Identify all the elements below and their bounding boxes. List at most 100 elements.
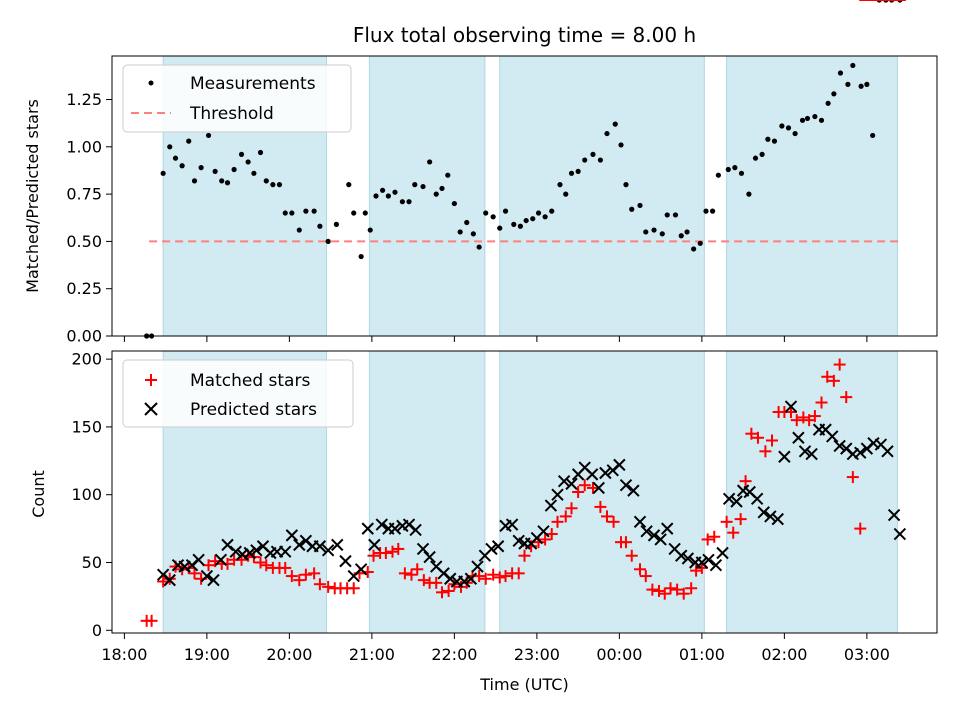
matched-point xyxy=(751,431,764,444)
measurement-point xyxy=(303,208,309,214)
measurement-point xyxy=(799,117,806,123)
matched-point xyxy=(436,586,448,599)
measurement-point xyxy=(771,138,778,144)
measurement-point xyxy=(351,210,357,216)
matched-point xyxy=(322,580,335,593)
matched-point xyxy=(308,567,321,580)
measurement-point xyxy=(257,149,264,156)
measurement-point xyxy=(191,178,198,184)
y-tick-label: 0.50 xyxy=(66,232,102,251)
y-tick-label: 1.00 xyxy=(66,137,102,156)
measurement-point xyxy=(276,182,283,188)
measurement-point xyxy=(637,202,643,209)
measurement-point xyxy=(575,168,581,175)
matched-point xyxy=(367,549,380,562)
measurement-point xyxy=(172,155,179,161)
predicted-point xyxy=(675,549,688,562)
predicted-point xyxy=(221,538,234,552)
measurement-point xyxy=(779,123,785,129)
predicted-point xyxy=(229,545,242,558)
measurement-point xyxy=(812,113,818,120)
measurement-point xyxy=(715,172,721,178)
measurement-point xyxy=(746,191,752,197)
measurement-point xyxy=(380,187,386,193)
predicted-point xyxy=(163,573,176,587)
matched-point xyxy=(607,515,620,528)
predicted-point xyxy=(423,550,436,564)
predicted-point xyxy=(893,527,907,541)
measurement-point xyxy=(643,229,649,235)
predicted-point xyxy=(375,518,388,531)
predicted-point xyxy=(792,431,805,444)
measurement-point xyxy=(517,223,523,229)
measurement-point xyxy=(420,183,426,190)
y-tick-label: 1.25 xyxy=(66,90,102,109)
matched-point xyxy=(285,570,298,583)
matched-point xyxy=(559,510,572,523)
measurement-point xyxy=(511,221,517,227)
measurement-point xyxy=(470,231,476,237)
predicted-point xyxy=(798,445,812,458)
measurement-point xyxy=(703,208,709,214)
predicted-point xyxy=(613,458,626,472)
measurement-point xyxy=(530,216,536,222)
y-tick-label: 0.25 xyxy=(66,279,102,298)
predicted-point xyxy=(416,542,430,556)
matched-point xyxy=(411,563,424,576)
measurement-point xyxy=(557,182,563,188)
matched-point xyxy=(854,522,867,535)
matched-point xyxy=(695,561,708,574)
predicted-point xyxy=(778,450,791,463)
x-tick-label: 19:00 xyxy=(184,645,230,664)
measurement-point xyxy=(483,210,489,216)
matched-point xyxy=(392,542,405,555)
matched-point xyxy=(479,572,492,585)
predicted-point xyxy=(321,544,335,557)
ratio-panel: 0.00 0.25 0.50 0.75 1.00 1.25 Flux total obse… xyxy=(23,0,938,346)
measurement-point xyxy=(850,62,856,69)
predicted-point xyxy=(192,553,205,566)
matched-point xyxy=(846,471,859,484)
predicted-point xyxy=(471,560,484,573)
count-panel: 0 50 100 150 200 18:00 19:00 20:00 21:00 22:00 23… xyxy=(29,0,938,694)
matched-point xyxy=(639,570,652,583)
measurement-point xyxy=(476,244,482,250)
count-y-axis-label: Count xyxy=(29,470,48,518)
x-tick-label: 00:00 xyxy=(596,645,642,664)
count-legend: Matched stars Predicted stars xyxy=(122,359,354,428)
matched-point xyxy=(299,568,312,581)
predicted-point xyxy=(285,529,299,542)
measurement-point xyxy=(710,208,716,214)
matched-point xyxy=(145,614,158,627)
matched-point xyxy=(646,583,659,596)
count-x-ticks: 18:00 19:00 20:00 21:00 22:00 23:00 00:00 01:00… xyxy=(101,633,890,664)
matched-point xyxy=(398,567,411,580)
matched-point xyxy=(658,587,671,600)
predicted-point xyxy=(881,445,894,458)
chart-title: Flux total observing time = 8.00 h xyxy=(353,23,696,47)
measurement-point xyxy=(179,163,185,169)
threshold-legend-label: Threshold xyxy=(189,104,274,124)
predicted-point xyxy=(750,492,764,505)
matched-point xyxy=(539,533,552,546)
measurement-point xyxy=(697,240,703,246)
measurement-point xyxy=(568,170,575,176)
measurement-point xyxy=(358,253,364,260)
predicted-point xyxy=(619,479,633,492)
matched-point xyxy=(677,587,690,600)
measurement-point xyxy=(205,132,212,139)
measurement-point xyxy=(684,229,690,235)
measurement-point xyxy=(399,199,405,205)
measurement-point xyxy=(725,166,731,173)
matched-point xyxy=(790,414,803,427)
measurement-point xyxy=(311,208,317,214)
observing-window-band xyxy=(368,350,486,634)
predicted-point xyxy=(491,540,505,553)
matched-point xyxy=(417,574,430,587)
count-y-ticks: 0 50 100 150 200 xyxy=(71,350,112,640)
predicted-point xyxy=(409,523,422,537)
predicted-point xyxy=(854,446,867,459)
measurement-point xyxy=(804,115,811,122)
ratio-x-ticks xyxy=(123,336,868,342)
measurement-point xyxy=(392,189,398,195)
